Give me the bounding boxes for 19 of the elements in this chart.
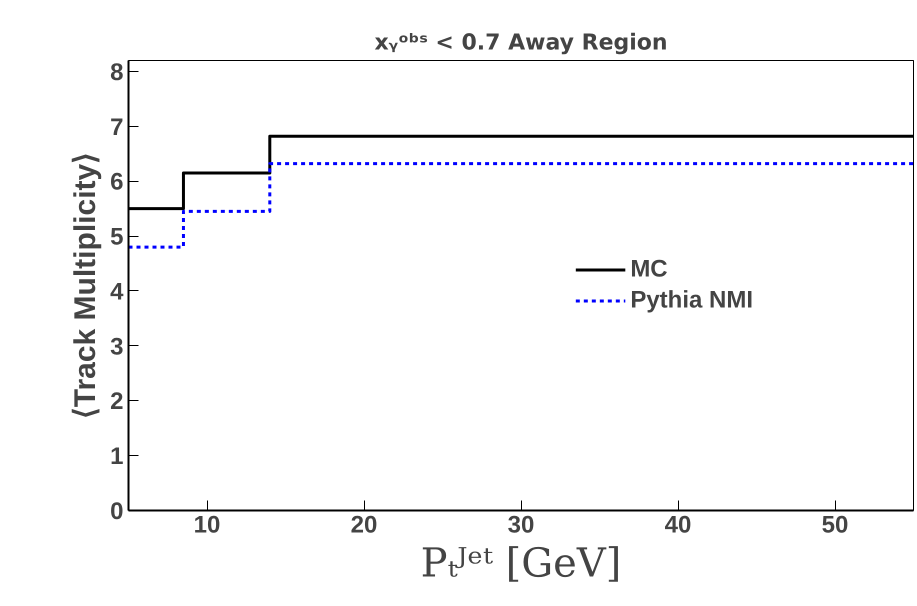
y-tick-label: 5 [110,224,124,251]
chart-title: xᵧᵒᵇˢ < 0.7 Away Region [374,30,668,56]
x-tick-label: 30 [508,512,534,538]
x-tick-label: 20 [350,512,378,538]
y-tick-label: 6 [110,168,124,196]
legend-label: Pythia NMI [630,286,753,314]
x-axis-title: Pₜᴶᵉᵗ [GeV] [420,540,622,586]
x-tick-label: 40 [664,512,692,538]
y-tick-label: 3 [110,333,124,360]
y-tick-label: 4 [110,278,124,306]
y-tick-label: 1 [110,443,124,470]
y-tick-label: 7 [110,114,124,141]
y-tick-label: 0 [110,498,124,525]
legend-label: MC [630,256,668,284]
y-tick-label: 8 [110,58,124,86]
y-tick-label: 2 [110,388,124,416]
x-tick-label: 10 [194,512,220,538]
x-tick-label: 50 [822,512,848,538]
y-axis-title: ⟨Track Multiplicity⟩ [69,152,102,420]
